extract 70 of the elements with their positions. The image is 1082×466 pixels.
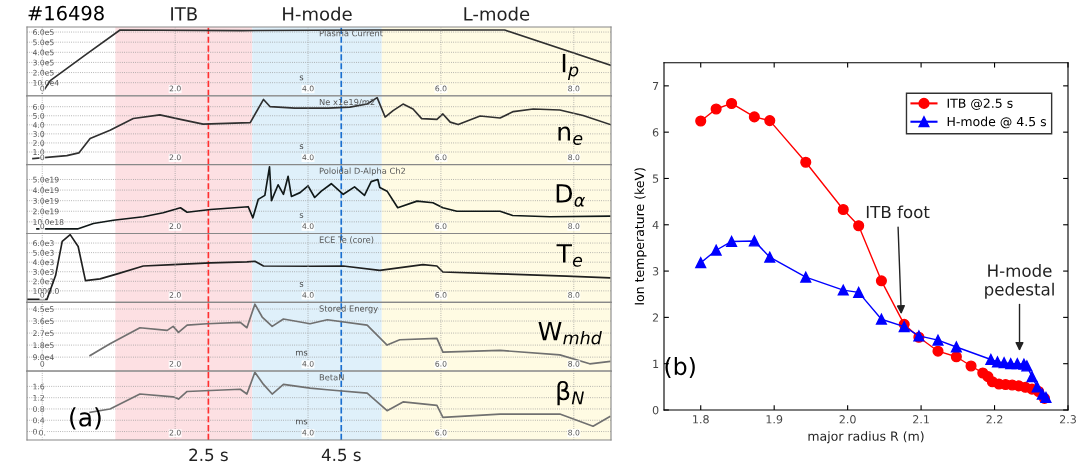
band-label: L-mode <box>464 6 530 21</box>
ref-line-label: 2.5 s <box>189 448 228 462</box>
point <box>875 313 887 325</box>
y-tick-label: 2 <box>652 313 659 322</box>
point <box>695 257 707 269</box>
legend-label: H-mode @ 4.5 s <box>947 116 1047 129</box>
band-label: H-mode <box>283 6 352 21</box>
x-axis-title: s <box>299 213 304 218</box>
annotation: ITB foot <box>866 205 930 219</box>
point <box>950 341 962 353</box>
chart-subtitle: BetaN <box>319 374 344 381</box>
y-tick-label: 3 <box>652 267 659 276</box>
x-tick-label: 2.1 <box>913 415 929 424</box>
ref-line-label: 4.5 s <box>321 448 361 462</box>
y-tick-label: 1 <box>653 359 659 368</box>
chart-subtitle: ECE Te (core) <box>319 236 374 244</box>
point <box>748 111 760 123</box>
x-axis-title: ms <box>296 350 308 356</box>
y-tick-label: 7 <box>652 81 659 91</box>
y-tick-label: 5 <box>652 174 659 183</box>
point <box>965 360 977 372</box>
y-axis-title: Ion temperature (keV) <box>634 168 647 305</box>
point <box>875 275 887 287</box>
line-series <box>89 303 611 365</box>
annotation: (b) <box>665 356 695 378</box>
point <box>837 284 849 296</box>
point <box>932 345 944 357</box>
annotation: I$_{p}$ <box>562 53 579 80</box>
x-tick-label: 2.3 <box>1059 415 1076 424</box>
point <box>853 220 865 232</box>
point <box>748 235 760 247</box>
x-axis-title: s <box>299 281 304 287</box>
chart-subtitle: Stored Energy <box>319 305 378 314</box>
x-axis-title: s <box>299 75 304 81</box>
point <box>800 271 812 283</box>
chart-subtitle: Plasma Current <box>319 29 383 37</box>
x-tick-label: 2.2 <box>986 415 1003 424</box>
x-axis-title: ms <box>296 419 308 425</box>
y-tick-label: 4 <box>652 220 659 229</box>
x-axis-title: s <box>299 144 304 150</box>
chart-subtitle: Poloidal D-Alpha Ch2 <box>319 167 406 176</box>
point <box>726 97 738 110</box>
point <box>710 244 722 256</box>
x-axis-title: major radius R (m) <box>808 431 924 444</box>
annotation: n$_{e}$ <box>558 126 583 145</box>
point <box>1026 371 1038 383</box>
point <box>764 115 776 127</box>
y-tick-label: 0 <box>652 405 659 415</box>
point <box>853 286 865 298</box>
legend-label: ITB @2.5 s <box>947 98 1013 110</box>
point <box>710 103 722 115</box>
x-tick-label: 2.0 <box>839 415 856 424</box>
point <box>695 115 707 127</box>
x-tick-label: 1.9 <box>766 415 783 424</box>
chart-title: #16498 <box>28 5 104 21</box>
x-tick-label: 1.8 <box>693 415 709 424</box>
annotation: H-mode pedestal <box>985 264 1054 299</box>
band-label: ITB <box>171 7 197 21</box>
annotation: β$_{N}$ <box>557 380 584 406</box>
annotation: (a) <box>70 407 101 430</box>
line-series <box>32 96 611 160</box>
point <box>800 156 812 168</box>
annotation: D$_{α}$ <box>556 184 586 207</box>
annotation: T$_{e}$ <box>556 244 583 267</box>
point <box>932 334 944 346</box>
y-tick-label: 6 <box>652 128 659 137</box>
point <box>764 251 776 263</box>
point <box>837 203 849 216</box>
annotation: W$_{mhd}$ <box>538 321 602 345</box>
point <box>726 235 738 247</box>
